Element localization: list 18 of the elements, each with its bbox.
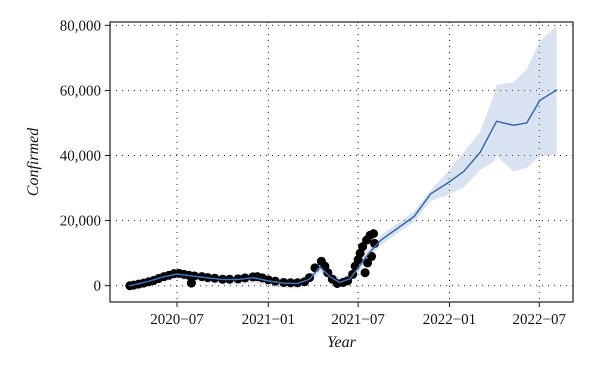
- point: [369, 229, 378, 238]
- y-tick-label: 0: [94, 278, 101, 295]
- y-axis-title: Confirmed: [25, 126, 42, 196]
- y-tick-label: 80,000: [60, 18, 101, 34]
- x-tick-label: 2020−07: [150, 312, 204, 328]
- x-axis-title: Year: [327, 334, 357, 351]
- point: [186, 278, 196, 288]
- x-tick-label: 2022−01: [422, 312, 476, 328]
- point: [358, 242, 368, 252]
- y-tick-label: 20,000: [60, 214, 101, 230]
- x-tick-label: 2021−01: [242, 312, 296, 328]
- y-tick-label: 40,000: [60, 148, 101, 164]
- point: [367, 252, 376, 261]
- x-tick-label: 2021−07: [331, 312, 386, 328]
- point: [363, 258, 372, 268]
- y-tick-label: 60,000: [60, 83, 101, 100]
- point: [360, 268, 370, 278]
- x-tick-label: 2022−07: [512, 312, 566, 328]
